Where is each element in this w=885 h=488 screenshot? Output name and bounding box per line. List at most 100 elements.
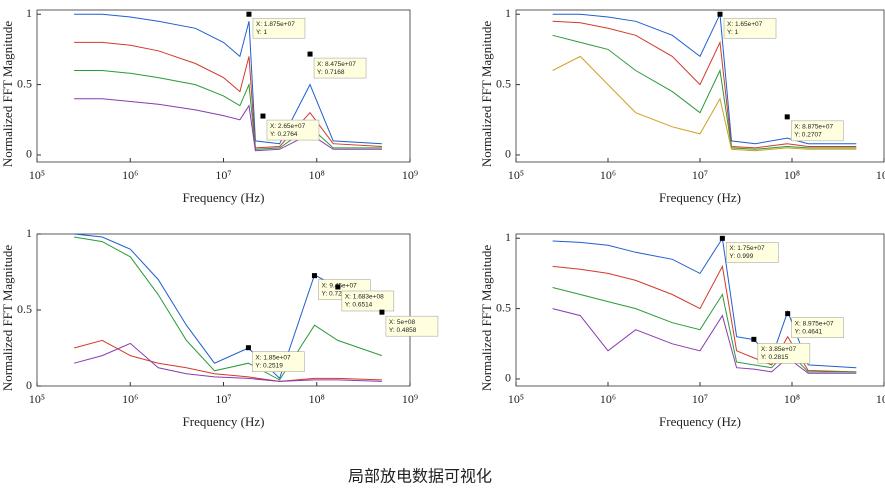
y-tick-label: 0.5 [17,302,32,316]
datatip-box [385,315,439,337]
datatip-box [266,119,320,141]
x-tick-label: 10⁸ [784,168,800,182]
datatip-box [313,57,367,79]
fft-curve [74,236,383,381]
y-axis-label: Normalized FFT Magnitude [479,245,494,392]
datatip-y: Y: 0.2519 [255,362,283,369]
datatip-point [784,114,790,120]
datatip-y: Y: 0.2764 [270,131,298,138]
fft-curve [74,13,382,145]
datatip-y: Y: 1 [727,29,739,36]
datatip-y: Y: 0.2707 [794,132,822,139]
y-tick-label: 0 [26,147,32,161]
datatip-x: X: 8.475e+07 [317,61,356,68]
datatip-y: Y: 1 [256,29,268,36]
datatip-y: Y: 0.999 [729,253,753,260]
datatip-point [307,51,313,57]
datatip-point [717,11,723,17]
x-tick-label: 10⁹ [402,168,418,182]
x-tick-label: 10⁵ [508,168,524,182]
fft-curve [552,12,857,145]
x-tick-label: 10⁵ [29,392,45,406]
datatip-point [785,311,791,317]
datatip-y: Y: 0.4641 [795,328,823,335]
datatip-box [252,17,306,39]
fft-curve [552,264,857,373]
x-tick-label: 10⁹ [876,392,885,406]
x-tick-label: 10⁸ [309,392,325,406]
x-tick-label: 10⁸ [309,168,325,182]
y-tick-label: 0 [505,147,511,161]
y-axis-label: Normalized FFT Magnitude [0,245,15,392]
plot-area [515,233,885,387]
datatip-point [311,273,317,279]
plot-area [36,9,411,163]
datatip-box [723,17,777,39]
datatip-point [246,11,252,17]
fft-curve [74,233,383,380]
x-tick-label: 10⁶ [122,168,138,182]
y-tick-label: 1 [26,226,32,240]
y-tick-label: 0 [505,371,511,385]
y-axis-label: Normalized FFT Magnitude [479,21,494,168]
y-tick-label: 1 [505,230,511,244]
fft-curve [552,55,857,152]
y-tick-label: 1 [26,6,32,20]
datatip-x: X: 1.85e+07 [255,354,291,361]
datatip-point [245,345,251,351]
x-tick-label: 10⁷ [215,168,231,182]
datatip-x: X: 1.65e+07 [727,21,763,28]
datatip-x: X: 8.975e+07 [795,320,834,327]
datatip-y: Y: 0.4858 [389,327,417,334]
panel: 10⁵ 10⁶ 10⁷ 10⁸ 10⁹ 0 0.5 1 Frequency (Hz) Normal… [479,230,885,429]
fft-curve [73,342,382,382]
x-tick-label: 10⁶ [600,392,616,406]
datatip-box [252,351,305,372]
x-tick-label: 10⁸ [784,392,800,406]
datatip-box [726,242,779,263]
datatip-x: X: 2.65e+07 [270,123,306,130]
datatip-point [751,336,757,342]
datatip-box [341,290,395,312]
panel: 10⁵ 10⁶ 10⁷ 10⁸ 10⁹ 0 0.5 1 Frequency (Hz) Normal… [479,6,885,205]
datatip-y: Y: 0.7262 [321,290,349,297]
y-tick-label: 0.5 [17,76,32,90]
datatip-box [757,343,811,364]
x-tick-label: 10⁶ [122,392,138,406]
datatip-point [335,284,341,290]
datatip-box [791,317,844,338]
x-axis-label: Frequency (Hz) [183,190,265,205]
datatip-x: X: 1.75e+07 [729,245,765,252]
fft-curve [73,339,382,382]
x-tick-label: 10⁷ [215,392,231,406]
datatip-point [379,309,385,315]
fft-curve [552,20,857,149]
datatip-x: X: 5e+08 [389,319,416,326]
datatip-point [260,113,266,119]
datatip-x: X: 1.683e+08 [345,294,384,301]
y-tick-label: 0.5 [496,300,511,314]
x-axis-label: Frequency (Hz) [659,414,741,429]
x-tick-label: 10⁹ [876,168,885,182]
datatip-y: Y: 0.6514 [345,302,373,309]
panel: 10⁵ 10⁶ 10⁷ 10⁸ 10⁹ 0 0.5 1 Frequency (Hz) Normal… [0,6,418,205]
datatip-x: X: 8.875e+07 [794,124,833,131]
datatip-box [790,120,844,142]
datatip-y: Y: 0.2815 [761,354,789,361]
x-tick-label: 10⁵ [29,168,45,182]
caption: 局部放电数据可视化 [348,467,492,486]
y-axis-label: Normalized FFT Magnitude [0,21,15,168]
x-tick-label: 10⁵ [508,392,524,406]
x-tick-label: 10⁹ [402,392,418,406]
fft-curve [74,41,382,149]
x-tick-label: 10⁷ [692,392,708,406]
datatip-x: X: 3.85e+07 [761,346,797,353]
y-tick-label: 0.5 [496,76,511,90]
y-tick-label: 1 [505,6,511,20]
x-tick-label: 10⁶ [600,168,616,182]
datatip-point [719,235,725,241]
x-tick-label: 10⁷ [692,168,708,182]
x-axis-label: Frequency (Hz) [659,190,741,205]
x-axis-label: Frequency (Hz) [183,414,265,429]
